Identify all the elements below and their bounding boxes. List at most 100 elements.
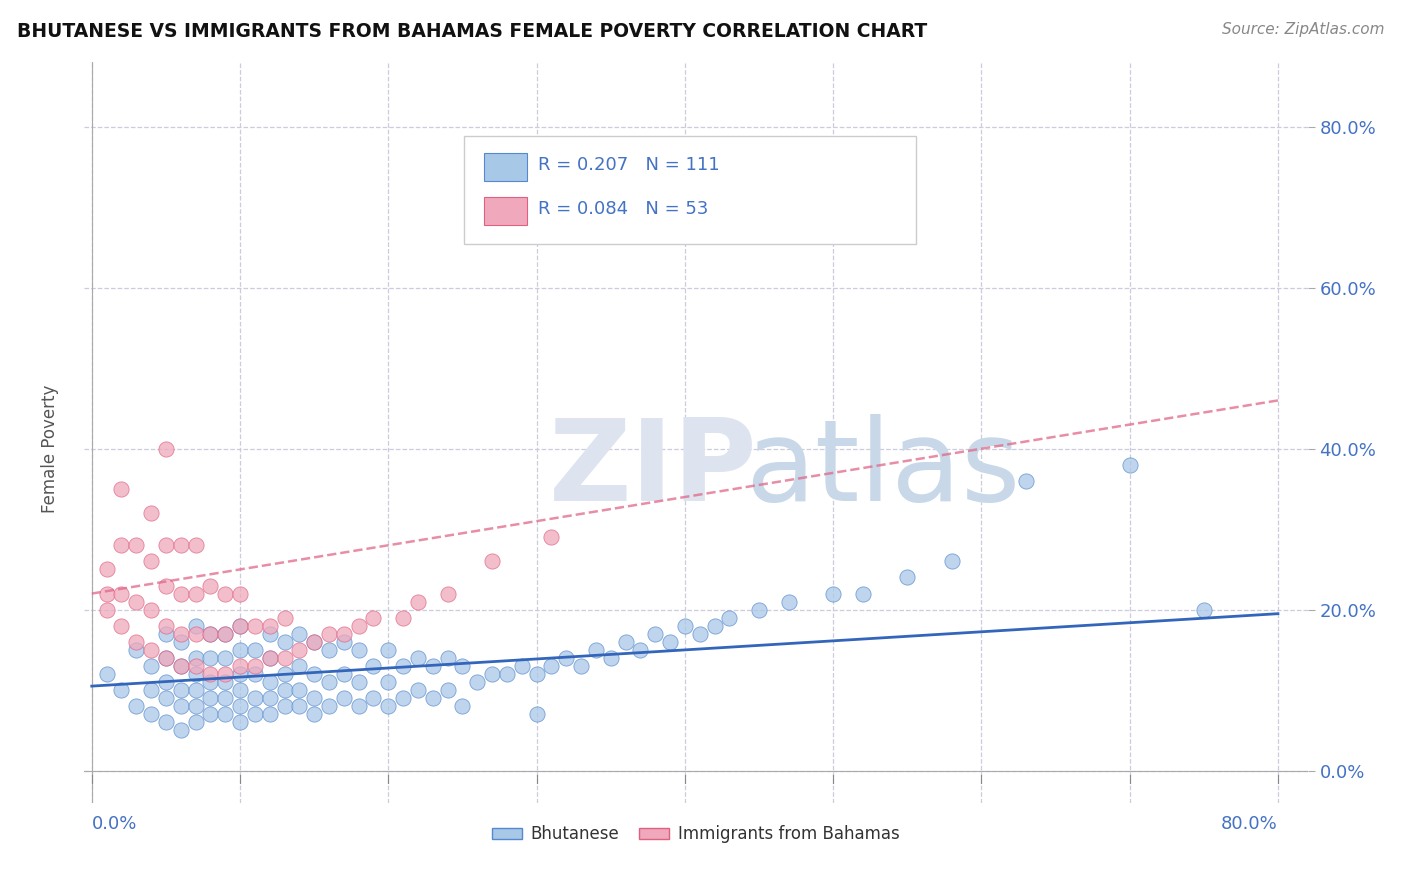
Point: [155, 691, 177, 706]
Legend: Bhutanese, Immigrants from Bahamas: Bhutanese, Immigrants from Bahamas: [485, 819, 907, 850]
Point: [540, 530, 562, 544]
Point: [155, 619, 177, 633]
Point: [689, 627, 711, 641]
Point: [347, 643, 370, 657]
Text: Source: ZipAtlas.com: Source: ZipAtlas.com: [1222, 22, 1385, 37]
Point: [110, 482, 132, 496]
Point: [229, 715, 252, 730]
Point: [288, 683, 311, 698]
Point: [170, 586, 193, 600]
Point: [273, 699, 295, 714]
Point: [170, 659, 193, 673]
Text: 80.0%: 80.0%: [1222, 815, 1278, 833]
Point: [155, 675, 177, 690]
Point: [243, 619, 266, 633]
Point: [1192, 602, 1215, 616]
Point: [184, 586, 207, 600]
Point: [125, 538, 148, 552]
Point: [377, 643, 399, 657]
Point: [110, 619, 132, 633]
Point: [628, 643, 651, 657]
Point: [214, 691, 236, 706]
Point: [363, 659, 385, 673]
FancyBboxPatch shape: [484, 153, 527, 181]
Point: [302, 635, 325, 649]
Point: [229, 683, 252, 698]
Point: [184, 651, 207, 665]
Point: [1118, 458, 1140, 472]
Point: [823, 586, 845, 600]
Point: [259, 619, 281, 633]
Text: R = 0.207   N = 111: R = 0.207 N = 111: [538, 155, 720, 174]
Point: [243, 667, 266, 681]
Point: [406, 651, 429, 665]
Point: [406, 683, 429, 698]
Point: [214, 586, 236, 600]
Point: [302, 667, 325, 681]
Point: [347, 699, 370, 714]
Point: [214, 651, 236, 665]
Text: Female Poverty: Female Poverty: [41, 384, 59, 513]
Point: [155, 578, 177, 592]
Point: [139, 659, 162, 673]
Point: [302, 635, 325, 649]
Point: [259, 691, 281, 706]
Point: [333, 635, 356, 649]
Point: [288, 659, 311, 673]
Point: [288, 699, 311, 714]
Point: [510, 659, 533, 673]
Point: [569, 659, 592, 673]
Point: [229, 619, 252, 633]
Point: [778, 594, 800, 608]
Point: [406, 594, 429, 608]
Point: [318, 675, 340, 690]
Point: [1015, 474, 1038, 488]
Point: [170, 699, 193, 714]
Point: [496, 667, 519, 681]
Point: [110, 538, 132, 552]
Point: [673, 619, 696, 633]
Point: [273, 683, 295, 698]
Point: [125, 643, 148, 657]
Point: [481, 667, 503, 681]
Point: [200, 627, 222, 641]
Point: [110, 683, 132, 698]
Point: [392, 691, 415, 706]
Point: [170, 683, 193, 698]
Point: [200, 651, 222, 665]
Text: 0.0%: 0.0%: [91, 815, 138, 833]
Point: [110, 586, 132, 600]
Point: [377, 675, 399, 690]
Point: [451, 659, 474, 673]
Point: [941, 554, 963, 568]
Point: [184, 627, 207, 641]
Point: [703, 619, 725, 633]
Point: [243, 691, 266, 706]
Point: [243, 659, 266, 673]
Point: [214, 707, 236, 722]
Point: [259, 627, 281, 641]
Point: [229, 667, 252, 681]
Point: [184, 619, 207, 633]
Point: [139, 643, 162, 657]
Point: [139, 554, 162, 568]
Point: [214, 675, 236, 690]
Point: [200, 707, 222, 722]
Point: [139, 707, 162, 722]
Point: [347, 675, 370, 690]
Point: [229, 659, 252, 673]
Point: [243, 643, 266, 657]
Point: [273, 651, 295, 665]
Point: [288, 643, 311, 657]
FancyBboxPatch shape: [464, 136, 917, 244]
Point: [259, 651, 281, 665]
Point: [170, 627, 193, 641]
Point: [465, 675, 488, 690]
Point: [184, 659, 207, 673]
Point: [273, 667, 295, 681]
Point: [333, 667, 356, 681]
Point: [155, 651, 177, 665]
Point: [540, 659, 562, 673]
Point: [170, 659, 193, 673]
Point: [125, 635, 148, 649]
